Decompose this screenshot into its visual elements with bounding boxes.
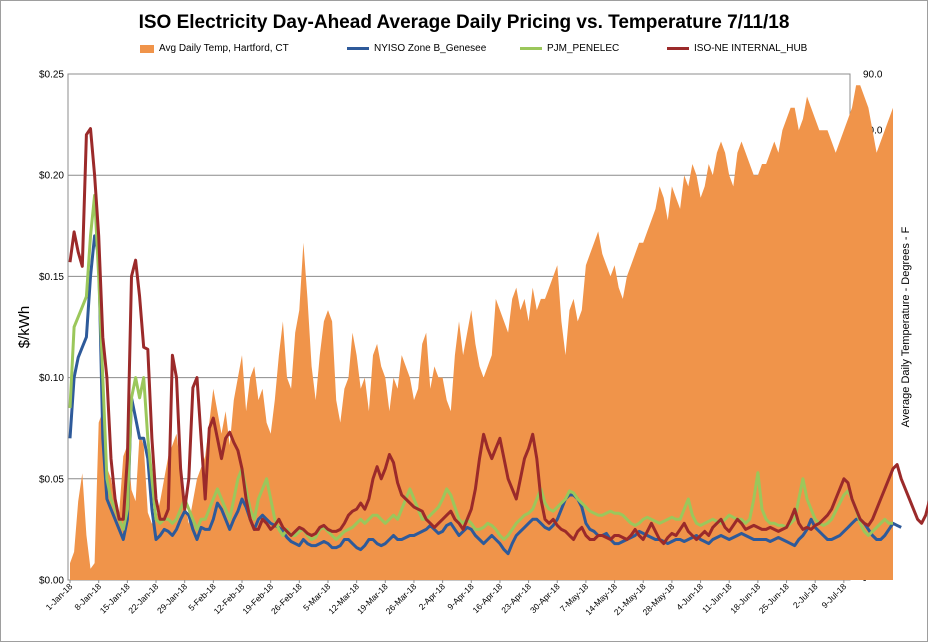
legend-swatch-nyiso	[347, 47, 369, 50]
x-tick-label: 26-Mar-18	[384, 581, 419, 616]
legend: Avg Daily Temp, Hartford, CT NYISO Zone …	[0, 43, 928, 63]
y2-axis-title: Average Daily Temperature - Degrees - F	[900, 226, 912, 427]
y2-tick-label: -	[863, 576, 866, 587]
isone-line	[68, 127, 928, 546]
legend-swatch-pjm	[520, 47, 542, 50]
x-tick-label: 9-Jul-18	[820, 581, 849, 610]
legend-item-nyiso: NYISO Zone B_Genesee	[347, 43, 486, 54]
chart-title: ISO Electricity Day-Ahead Average Daily …	[138, 12, 790, 33]
temperature-area	[70, 85, 893, 580]
y-tick-label: $0.00	[39, 576, 64, 587]
legend-label-nyiso: NYISO Zone B_Genesee	[374, 43, 487, 54]
y2-tick-label: 80.0	[863, 126, 883, 137]
y-tick-label: $0.10	[39, 373, 64, 384]
legend-swatch-temp	[140, 44, 154, 53]
legend-item-pjm: PJM_PENELEC	[520, 43, 619, 54]
y2-tick-label: 90.0	[863, 70, 883, 81]
x-tick-label: 2-Apr-18	[417, 581, 448, 612]
legend-label-temp: Avg Daily Temp, Hartford, CT	[159, 43, 289, 54]
pjm-line	[68, 193, 893, 541]
legend-label-isone: ISO-NE INTERNAL_HUB	[694, 43, 808, 54]
nyiso-line	[68, 234, 902, 556]
x-tick-label: 29-Jan-18	[155, 581, 189, 615]
x-tick-label: 16-Apr-18	[471, 581, 505, 615]
x-tick-label: 30-Apr-18	[528, 581, 562, 615]
x-tick-label: 2-Jul-18	[791, 581, 820, 610]
y-axis-title: $/kWh	[16, 306, 33, 349]
x-tick-label: 23-Apr-18	[499, 581, 533, 615]
x-tick-label: 28-May-18	[641, 581, 677, 617]
y-tick-label: $0.20	[39, 171, 64, 182]
legend-item-temp: Avg Daily Temp, Hartford, CT	[140, 43, 289, 54]
legend-label-pjm: PJM_PENELEC	[547, 43, 620, 54]
x-tick-label: 26-Feb-18	[269, 581, 304, 616]
x-tick-label: 25-Jun-18	[757, 581, 791, 615]
y-tick-label: $0.25	[39, 70, 64, 81]
x-tick-label: 22-Jan-18	[126, 581, 160, 615]
legend-swatch-isone	[667, 47, 689, 50]
legend-item-isone: ISO-NE INTERNAL_HUB	[667, 43, 807, 54]
y-tick-label: $0.15	[39, 272, 64, 283]
y-tick-label: $0.05	[39, 474, 64, 485]
